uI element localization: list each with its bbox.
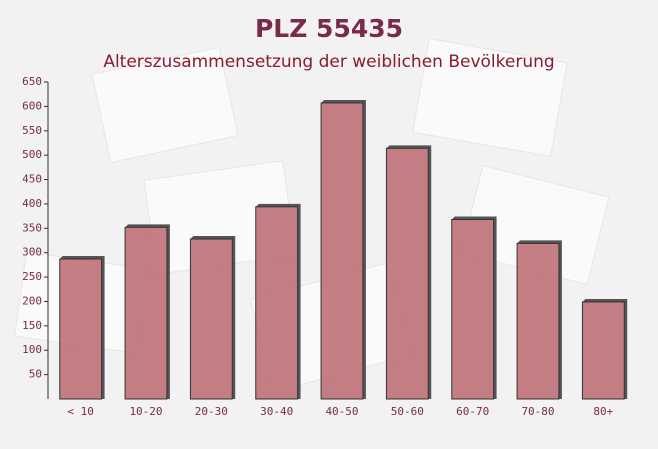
bar xyxy=(385,147,429,400)
x-tick-label: 70-80 xyxy=(521,405,554,418)
bar xyxy=(189,238,233,400)
x-tick-label: < 10 xyxy=(67,405,94,418)
y-tick-label: 550 xyxy=(22,124,42,137)
x-tick-label: 40-50 xyxy=(325,405,358,418)
bar xyxy=(451,219,495,400)
y-tick-label: 150 xyxy=(22,319,42,332)
y-tick-label: 300 xyxy=(22,246,42,259)
y-tick-label: 650 xyxy=(22,75,42,88)
chart-title: PLZ 55435 xyxy=(255,14,403,43)
chart-subtitle: Alterszusammensetzung der weiblichen Bev… xyxy=(103,52,554,72)
y-tick-label: 250 xyxy=(22,270,42,283)
y-tick-label: 450 xyxy=(22,173,42,186)
x-tick-label: 80+ xyxy=(593,405,613,418)
x-tick-label: 60-70 xyxy=(456,405,489,418)
bar xyxy=(581,301,625,400)
bar xyxy=(516,242,560,400)
y-tick-label: 600 xyxy=(22,99,42,112)
y-tick-label: 100 xyxy=(22,343,42,356)
x-tick-label: 10-20 xyxy=(129,405,162,418)
y-tick-label: 50 xyxy=(29,368,42,381)
bar xyxy=(255,206,299,400)
bar xyxy=(59,258,103,400)
y-tick-label: 200 xyxy=(22,294,42,307)
x-tick-label: 30-40 xyxy=(260,405,293,418)
bar xyxy=(124,226,168,400)
y-tick-label: 500 xyxy=(22,148,42,161)
bar xyxy=(320,102,364,400)
x-tick-label: 50-60 xyxy=(391,405,424,418)
x-tick-label: 20-30 xyxy=(195,405,228,418)
y-tick-label: 350 xyxy=(22,221,42,234)
y-tick-label: 400 xyxy=(22,197,42,210)
